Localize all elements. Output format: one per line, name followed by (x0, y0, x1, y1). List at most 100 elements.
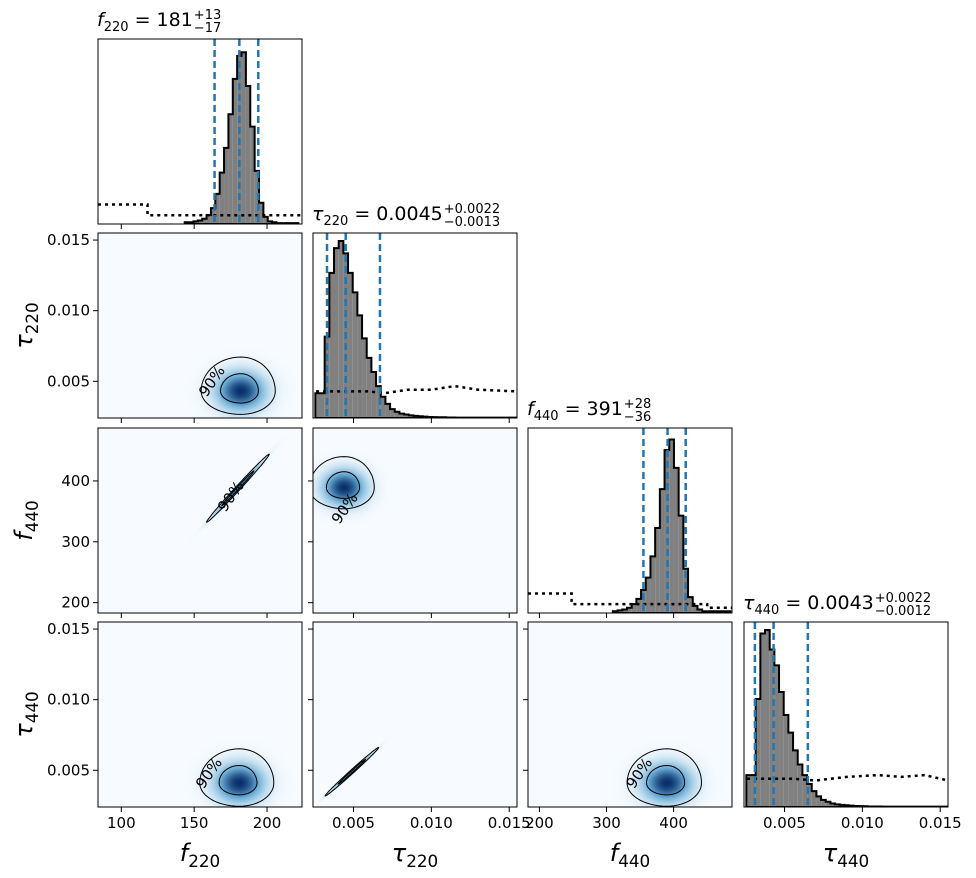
panel-title: f220 = 181 (97, 9, 193, 35)
panel-frame (312, 427, 518, 614)
contour-50 (645, 764, 686, 796)
histogram-bar (224, 147, 229, 224)
contour-90 (626, 748, 703, 807)
histogram-bar (385, 403, 391, 418)
x-tick-label: 0.010 (841, 814, 884, 832)
histogram-bar (659, 489, 665, 613)
x-tick-label: 200 (253, 814, 282, 832)
histogram-bar (645, 577, 651, 613)
histogram-bar (825, 801, 831, 807)
histogram-bar (765, 630, 770, 807)
title-subscript: 440 (534, 409, 559, 424)
histogram-bar (622, 609, 627, 613)
histogram-bar (263, 216, 268, 224)
panel-frame (97, 621, 303, 808)
panel-f220-tau220: 90% 0.005 0.010 0.015 (47, 231, 303, 423)
x-tick-label: 0.005 (332, 814, 375, 832)
x-tick-label: 0.015 (488, 814, 531, 832)
hist-area (98, 39, 302, 224)
histogram-bar (357, 315, 363, 418)
histogram-bar (232, 78, 238, 224)
x-axis-label-f220: f220 (180, 839, 220, 871)
histogram-bar (202, 218, 207, 224)
x-axis-label-f220-subscript: 220 (188, 851, 220, 871)
histogram-bar (746, 775, 752, 807)
hist-area (314, 233, 517, 418)
title-subscript: 220 (323, 214, 348, 229)
contour-50 (218, 764, 258, 796)
histogram-bar (816, 796, 822, 807)
histogram-bar (835, 804, 840, 807)
histogram-bar (267, 221, 273, 224)
histogram-bar (626, 607, 632, 613)
y-axis-label-tau440: τ440 (10, 691, 42, 737)
y-axis-label-tau440-subscript: 440 (22, 691, 42, 723)
histogram-bar (366, 357, 372, 418)
panel-f440-tau440: 90% 200 300 400 (523, 621, 733, 832)
y-axis-label-tau440-symbol: τ (10, 723, 38, 738)
histogram-bar (678, 515, 684, 613)
histogram-bar (692, 605, 698, 613)
prior-line (528, 592, 732, 609)
histogram-bar (788, 732, 794, 807)
x-axis-label-tau220-symbol: τ (392, 839, 407, 867)
panel-title: f440 = 391 (527, 398, 623, 424)
x-axis-label-f440: f440 (610, 839, 650, 871)
histogram-bar (254, 170, 260, 224)
panel-tau220-hist: τ220 = 0.0045 +0.0022−0.0013 (312, 202, 518, 423)
histogram-bar (811, 791, 817, 807)
panel-tau440-hist: 0.005 0.010 0.015 τ440 = 0.0043 +0.0022−0.00… (743, 591, 962, 832)
title-symbol: f (97, 9, 107, 31)
y-tick-label: 0.015 (47, 231, 90, 249)
contour-90 (199, 748, 275, 807)
histogram-bar (245, 85, 251, 224)
panel-f440-hist: f440 = 391 +28−36 (527, 397, 733, 618)
title-symbol: f (527, 398, 537, 420)
histogram-bar (334, 248, 339, 418)
title-value: = 181 (129, 9, 193, 31)
histogram-bar (348, 272, 353, 418)
hist-area (745, 622, 948, 807)
histogram-bar (210, 208, 216, 224)
contour-50 (221, 470, 255, 507)
prior-line (747, 773, 948, 782)
panel-f220-tau440: 90% 100 150 200 0.005 0.010 0.015 (47, 620, 303, 832)
histogram-bar (394, 411, 400, 418)
density-map (98, 428, 302, 613)
panel-f220-hist: f220 = 181 +13−17 (97, 8, 303, 229)
histogram-bar (802, 775, 808, 807)
title-plus: +28 (624, 397, 651, 412)
density-map (528, 622, 732, 807)
histogram-bar (376, 386, 381, 418)
histogram-bar (830, 803, 836, 807)
title-plus: +0.0022 (875, 591, 931, 606)
histogram-bar (399, 413, 405, 418)
x-tick-label: 100 (107, 814, 136, 832)
title-plus: +0.0022 (444, 202, 500, 217)
histogram-bar (617, 610, 623, 613)
title-value: = 0.0043 (779, 592, 873, 614)
histogram-bar (380, 396, 386, 418)
x-axis-label-tau220: τ220 (392, 839, 438, 871)
contour-90 (324, 746, 380, 797)
y-tick-label: 0.005 (47, 372, 90, 390)
histogram-bar (821, 799, 826, 807)
title-value: = 0.0045 (348, 203, 442, 225)
x-tick-label: 0.010 (410, 814, 453, 832)
density-area: 90% (528, 622, 732, 807)
x-tick-label: 200 (525, 814, 554, 832)
histogram-bar (219, 172, 225, 224)
y-axis-label-f440: f440 (10, 500, 42, 540)
histogram-bar (760, 633, 766, 807)
contour-50 (337, 758, 367, 785)
histogram-bar (320, 393, 325, 418)
histogram-bar (755, 699, 761, 807)
title-minus: −17 (194, 21, 221, 36)
histogram-bar (669, 439, 674, 613)
contour-50 (325, 471, 361, 499)
panel-frame (312, 232, 518, 419)
histogram-bar (779, 691, 784, 807)
title-minus: −0.0013 (444, 215, 500, 230)
